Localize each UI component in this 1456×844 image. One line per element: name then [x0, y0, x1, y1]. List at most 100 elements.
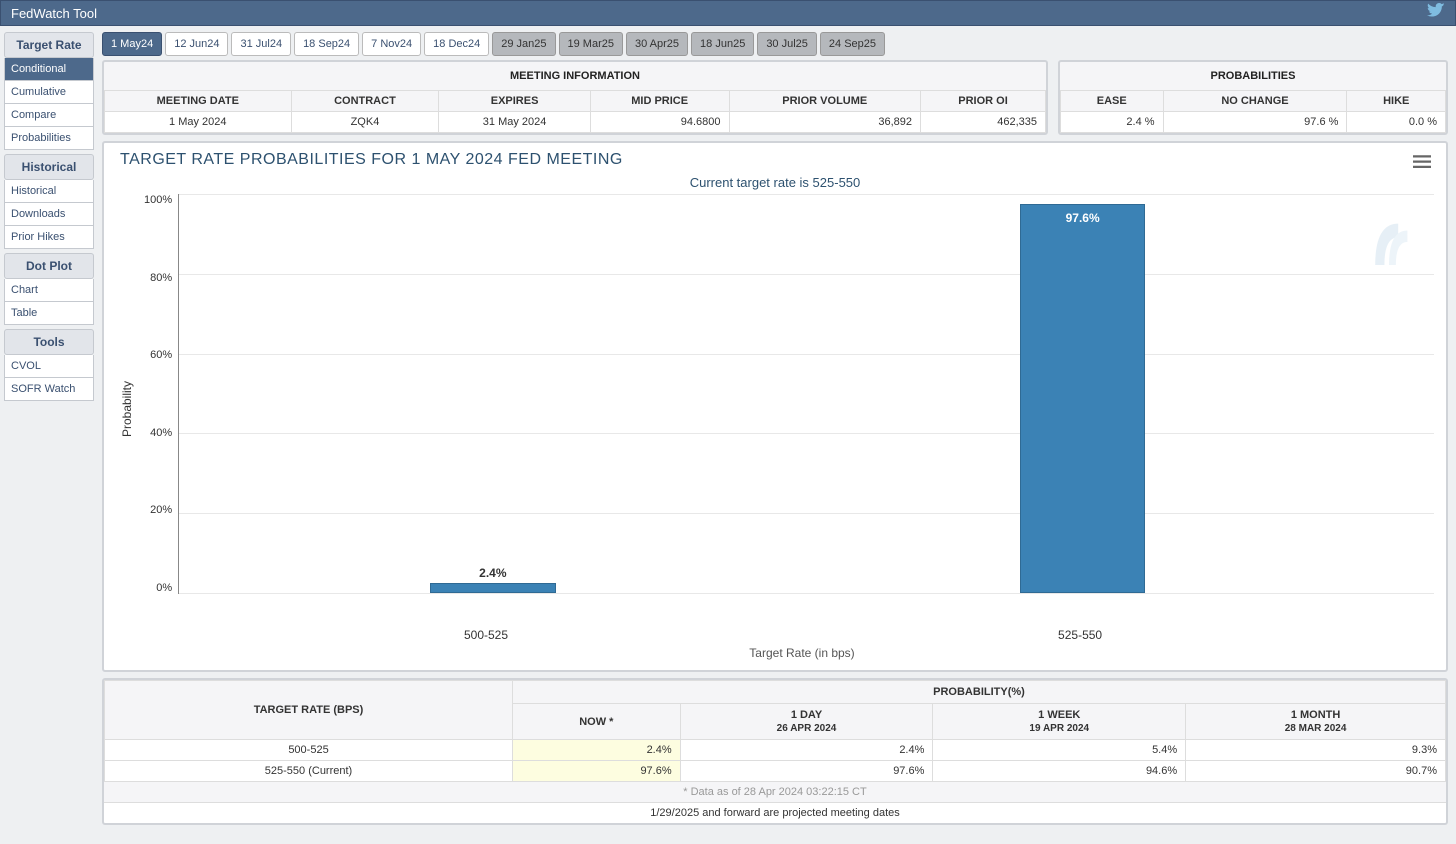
projection-footnote: 1/29/2025 and forward are projected meet… — [104, 802, 1446, 823]
date-tab[interactable]: 31 Jul24 — [231, 32, 291, 56]
table-cell: 97.6 % — [1163, 112, 1347, 133]
rate-cell: 500-525 — [105, 740, 513, 761]
history-column-header: 1 MONTH28 MAR 2024 — [1186, 704, 1446, 740]
yaxis-ticks: 100% 80% 60% 40% 20% 0% — [138, 194, 178, 594]
table-cell: 2.4 % — [1061, 112, 1164, 133]
date-tab[interactable]: 12 Jun24 — [165, 32, 228, 56]
table-header: HIKE — [1347, 91, 1446, 112]
history-column-header: 1 DAY26 APR 2024 — [680, 704, 933, 740]
sidebar-item[interactable]: Prior Hikes — [4, 226, 94, 249]
probabilities-table: EASENO CHANGEHIKE 2.4 %97.6 %0.0 % — [1060, 90, 1446, 133]
watermark-icon — [1366, 214, 1412, 273]
history-column-header: 1 WEEK19 APR 2024 — [933, 704, 1186, 740]
prob-cell: 90.7% — [1186, 761, 1446, 782]
sidebar-item[interactable]: Historical — [4, 180, 94, 203]
meeting-info-table: MEETING DATECONTRACTEXPIRESMID PRICEPRIO… — [104, 90, 1046, 133]
twitter-icon[interactable] — [1427, 3, 1445, 24]
table-cell: 31 May 2024 — [439, 112, 590, 133]
chart-menu-icon[interactable] — [1412, 153, 1432, 174]
probabilities-panel: PROBABILITIES EASENO CHANGEHIKE 2.4 %97.… — [1058, 60, 1448, 135]
sidebar-section-header: Tools — [4, 329, 94, 355]
bar-label: 2.4% — [431, 566, 554, 580]
meeting-info-panel: MEETING INFORMATION MEETING DATECONTRACT… — [102, 60, 1048, 135]
gridline — [179, 354, 1434, 355]
date-tab[interactable]: 18 Sep24 — [294, 32, 359, 56]
date-tab[interactable]: 30 Apr25 — [626, 32, 688, 56]
sidebar-item[interactable]: SOFR Watch — [4, 378, 94, 401]
table-cell: 94.6800 — [590, 112, 729, 133]
sidebar: Target RateConditionalCumulativeCompareP… — [0, 26, 98, 833]
gridline — [179, 194, 1434, 195]
ytick: 40% — [150, 427, 172, 439]
sidebar-item[interactable]: Chart — [4, 279, 94, 302]
topbar: FedWatch Tool — [0, 0, 1456, 26]
sidebar-item[interactable]: CVOL — [4, 355, 94, 378]
prob-cell: 9.3% — [1186, 740, 1446, 761]
chart-panel: TARGET RATE PROBABILITIES FOR 1 MAY 2024… — [102, 141, 1448, 672]
table-cell: 1 May 2024 — [105, 112, 292, 133]
prob-cell: 2.4% — [680, 740, 933, 761]
table-header: CONTRACT — [291, 91, 439, 112]
ytick: 80% — [150, 272, 172, 284]
xtick: 500-525 — [464, 628, 508, 642]
gridline — [179, 274, 1434, 275]
bar-label: 97.6% — [1021, 211, 1144, 225]
sidebar-item[interactable]: Downloads — [4, 203, 94, 226]
table-cell: 0.0 % — [1347, 112, 1446, 133]
data-footnote: * Data as of 28 Apr 2024 03:22:15 CT — [104, 782, 1446, 802]
date-tab[interactable]: 7 Nov24 — [362, 32, 421, 56]
table-header: MEETING DATE — [105, 91, 292, 112]
sidebar-section-header: Dot Plot — [4, 253, 94, 279]
probabilities-title: PROBABILITIES — [1060, 62, 1446, 90]
gridline — [179, 433, 1434, 434]
sidebar-item[interactable]: Table — [4, 302, 94, 325]
table-cell: 36,892 — [729, 112, 921, 133]
main: 1 May2412 Jun2431 Jul2418 Sep247 Nov2418… — [98, 26, 1456, 833]
date-tab[interactable]: 1 May24 — [102, 32, 162, 56]
table-header: EXPIRES — [439, 91, 590, 112]
sidebar-item[interactable]: Cumulative — [4, 81, 94, 104]
table-header: PRIOR OI — [921, 91, 1046, 112]
app-title: FedWatch Tool — [11, 6, 97, 21]
date-tab[interactable]: 29 Jan25 — [492, 32, 555, 56]
rate-cell: 525-550 (Current) — [105, 761, 513, 782]
history-target-header: TARGET RATE (BPS) — [105, 681, 513, 740]
bar: 97.6% — [1020, 204, 1145, 593]
table-header: NO CHANGE — [1163, 91, 1347, 112]
history-table: TARGET RATE (BPS) PROBABILITY(%) NOW *1 … — [102, 678, 1448, 825]
sidebar-section-header: Target Rate — [4, 32, 94, 58]
prob-cell: 97.6% — [513, 761, 681, 782]
ytick: 20% — [150, 504, 172, 516]
date-tab[interactable]: 24 Sep25 — [820, 32, 885, 56]
date-tab[interactable]: 19 Mar25 — [559, 32, 623, 56]
date-tab[interactable]: 30 Jul25 — [757, 32, 817, 56]
chart-title: TARGET RATE PROBABILITIES FOR 1 MAY 2024… — [116, 149, 1434, 171]
xaxis-label: Target Rate (in bps) — [170, 646, 1434, 660]
sidebar-item[interactable]: Probabilities — [4, 127, 94, 150]
chart-subtitle: Current target rate is 525-550 — [116, 171, 1434, 194]
history-column-header: NOW * — [513, 704, 681, 740]
prob-cell: 2.4% — [513, 740, 681, 761]
sidebar-item[interactable]: Conditional — [4, 58, 94, 81]
table-cell: 462,335 — [921, 112, 1046, 133]
meeting-info-title: MEETING INFORMATION — [104, 62, 1046, 90]
history-prob-header: PROBABILITY(%) — [513, 681, 1446, 704]
ytick: 60% — [150, 349, 172, 361]
prob-cell: 97.6% — [680, 761, 933, 782]
gridline — [179, 513, 1434, 514]
chart-plot: 2.4% 97.6% — [178, 194, 1434, 594]
table-cell: ZQK4 — [291, 112, 439, 133]
date-tab[interactable]: 18 Dec24 — [424, 32, 489, 56]
prob-cell: 5.4% — [933, 740, 1186, 761]
bar: 2.4% — [430, 583, 555, 593]
date-tab[interactable]: 18 Jun25 — [691, 32, 754, 56]
ytick: 0% — [156, 582, 172, 594]
sidebar-item[interactable]: Compare — [4, 104, 94, 127]
sidebar-section-header: Historical — [4, 154, 94, 180]
table-header: PRIOR VOLUME — [729, 91, 921, 112]
xtick: 525-550 — [1058, 628, 1102, 642]
gridline — [179, 593, 1434, 594]
table-header: EASE — [1061, 91, 1164, 112]
ytick: 100% — [144, 194, 172, 206]
prob-cell: 94.6% — [933, 761, 1186, 782]
